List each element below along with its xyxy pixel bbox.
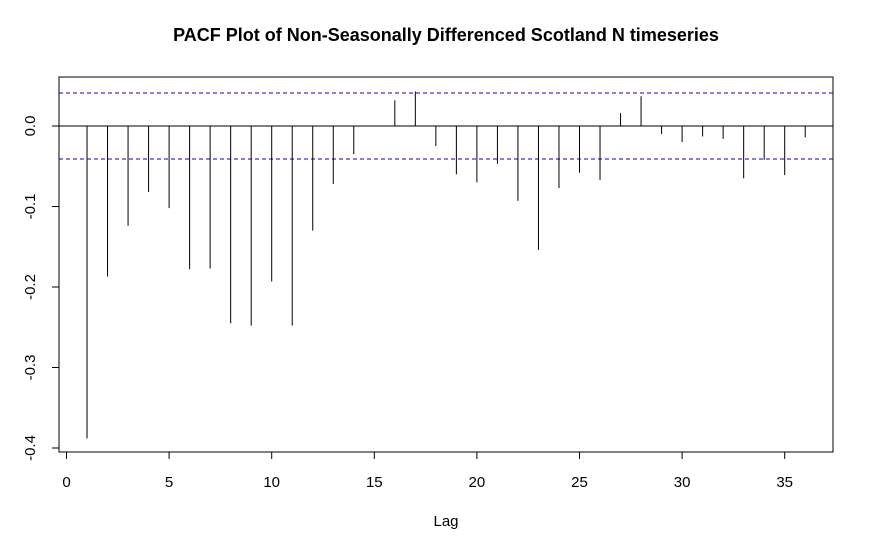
- x-tick-label: 0: [62, 474, 70, 491]
- x-tick-label: 30: [674, 474, 691, 491]
- y-tick-label: -0.2: [22, 274, 39, 300]
- x-tick-label: 35: [776, 474, 793, 491]
- y-tick-label: -0.4: [22, 435, 39, 461]
- y-tick-label: -0.1: [22, 194, 39, 220]
- pacf-bars: [86, 91, 806, 439]
- x-tick-label: 5: [165, 474, 173, 491]
- y-tick-label: -0.3: [22, 355, 39, 381]
- x-tick-label: 15: [366, 474, 383, 491]
- x-tick-label: 20: [469, 474, 486, 491]
- x-axis: 0 5 10 15 20 25 30 35: [62, 451, 793, 491]
- x-axis-label: Lag: [433, 513, 458, 530]
- x-tick-label: 10: [263, 474, 280, 491]
- y-tick-label: 0.0: [22, 116, 39, 137]
- y-axis: 0.0 -0.1 -0.2 -0.3 -0.4: [22, 116, 60, 461]
- plot-area: [58, 76, 834, 453]
- chart-title: PACF Plot of Non-Seasonally Differenced …: [173, 25, 719, 45]
- x-tick-label: 25: [571, 474, 588, 491]
